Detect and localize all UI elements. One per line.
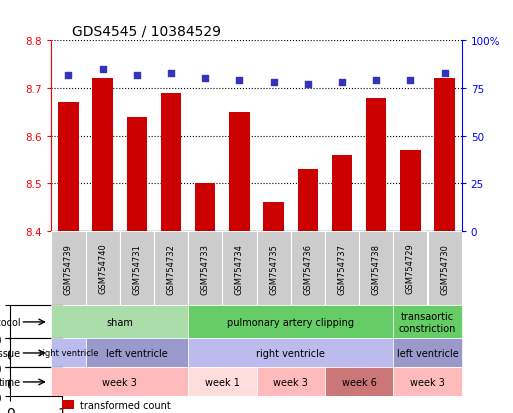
Bar — [188, 231, 222, 306]
Point — [98, 66, 107, 73]
Bar — [86, 231, 120, 306]
Bar — [62, 401, 74, 409]
Bar — [298, 170, 318, 231]
Text: week 3: week 3 — [273, 377, 308, 387]
Bar — [256, 368, 325, 396]
Text: GSM754735: GSM754735 — [269, 243, 278, 294]
Text: GSM754739: GSM754739 — [64, 243, 73, 294]
Bar — [256, 231, 291, 306]
Bar — [127, 117, 147, 231]
Point — [406, 78, 415, 85]
Text: left ventricle: left ventricle — [106, 348, 168, 358]
Text: right ventricle: right ventricle — [38, 349, 98, 358]
Text: week 6: week 6 — [342, 377, 377, 387]
Point — [64, 72, 72, 79]
Bar — [188, 306, 393, 339]
Bar — [154, 231, 188, 306]
Bar — [393, 339, 462, 368]
Bar — [51, 231, 86, 306]
Text: GSM754733: GSM754733 — [201, 243, 210, 294]
Text: right ventricle: right ventricle — [256, 348, 325, 358]
Point — [167, 70, 175, 77]
Text: GSM754734: GSM754734 — [235, 243, 244, 294]
Bar — [195, 184, 215, 231]
Bar — [325, 231, 359, 306]
Bar — [393, 306, 462, 339]
Text: week 3: week 3 — [102, 377, 137, 387]
Text: week 1: week 1 — [205, 377, 240, 387]
Text: GSM754732: GSM754732 — [167, 243, 175, 294]
Bar — [51, 306, 188, 339]
Bar — [51, 339, 86, 368]
Point — [201, 76, 209, 83]
Text: left ventricle: left ventricle — [397, 348, 459, 358]
Point — [338, 80, 346, 86]
Text: GSM754740: GSM754740 — [98, 243, 107, 294]
Point — [372, 78, 380, 85]
Bar — [229, 113, 250, 231]
Text: week 3: week 3 — [410, 377, 445, 387]
Bar — [188, 368, 256, 396]
Text: GSM754729: GSM754729 — [406, 243, 415, 294]
Bar — [92, 79, 113, 231]
Bar — [325, 368, 393, 396]
Text: pulmonary artery clipping: pulmonary artery clipping — [227, 317, 354, 327]
Bar — [359, 231, 393, 306]
Text: tissue: tissue — [0, 348, 21, 358]
Text: GSM754731: GSM754731 — [132, 243, 141, 294]
Text: GDS4545 / 10384529: GDS4545 / 10384529 — [72, 25, 221, 39]
Text: transaortic
constriction: transaortic constriction — [399, 311, 456, 333]
Text: sham: sham — [106, 317, 133, 327]
Bar — [400, 151, 421, 231]
Text: GSM754737: GSM754737 — [338, 243, 346, 294]
Bar — [393, 231, 427, 306]
Bar — [51, 368, 188, 396]
Text: GSM754738: GSM754738 — [372, 243, 381, 294]
Bar — [393, 368, 462, 396]
Point — [441, 70, 449, 77]
Bar — [366, 98, 386, 231]
Text: GSM754730: GSM754730 — [440, 243, 449, 294]
Bar — [86, 339, 188, 368]
Bar — [222, 231, 256, 306]
Bar — [291, 231, 325, 306]
Bar — [427, 231, 462, 306]
Bar — [161, 94, 181, 231]
Point — [133, 72, 141, 79]
Text: time: time — [0, 377, 21, 387]
Point — [269, 80, 278, 86]
Text: GSM754736: GSM754736 — [303, 243, 312, 294]
Bar — [58, 103, 78, 231]
Bar — [120, 231, 154, 306]
Point — [304, 82, 312, 88]
Point — [235, 78, 244, 85]
Text: protocol: protocol — [0, 317, 21, 327]
Bar — [332, 155, 352, 231]
Bar — [435, 79, 455, 231]
Bar — [188, 339, 393, 368]
Text: transformed count: transformed count — [80, 400, 170, 410]
Bar — [263, 203, 284, 231]
